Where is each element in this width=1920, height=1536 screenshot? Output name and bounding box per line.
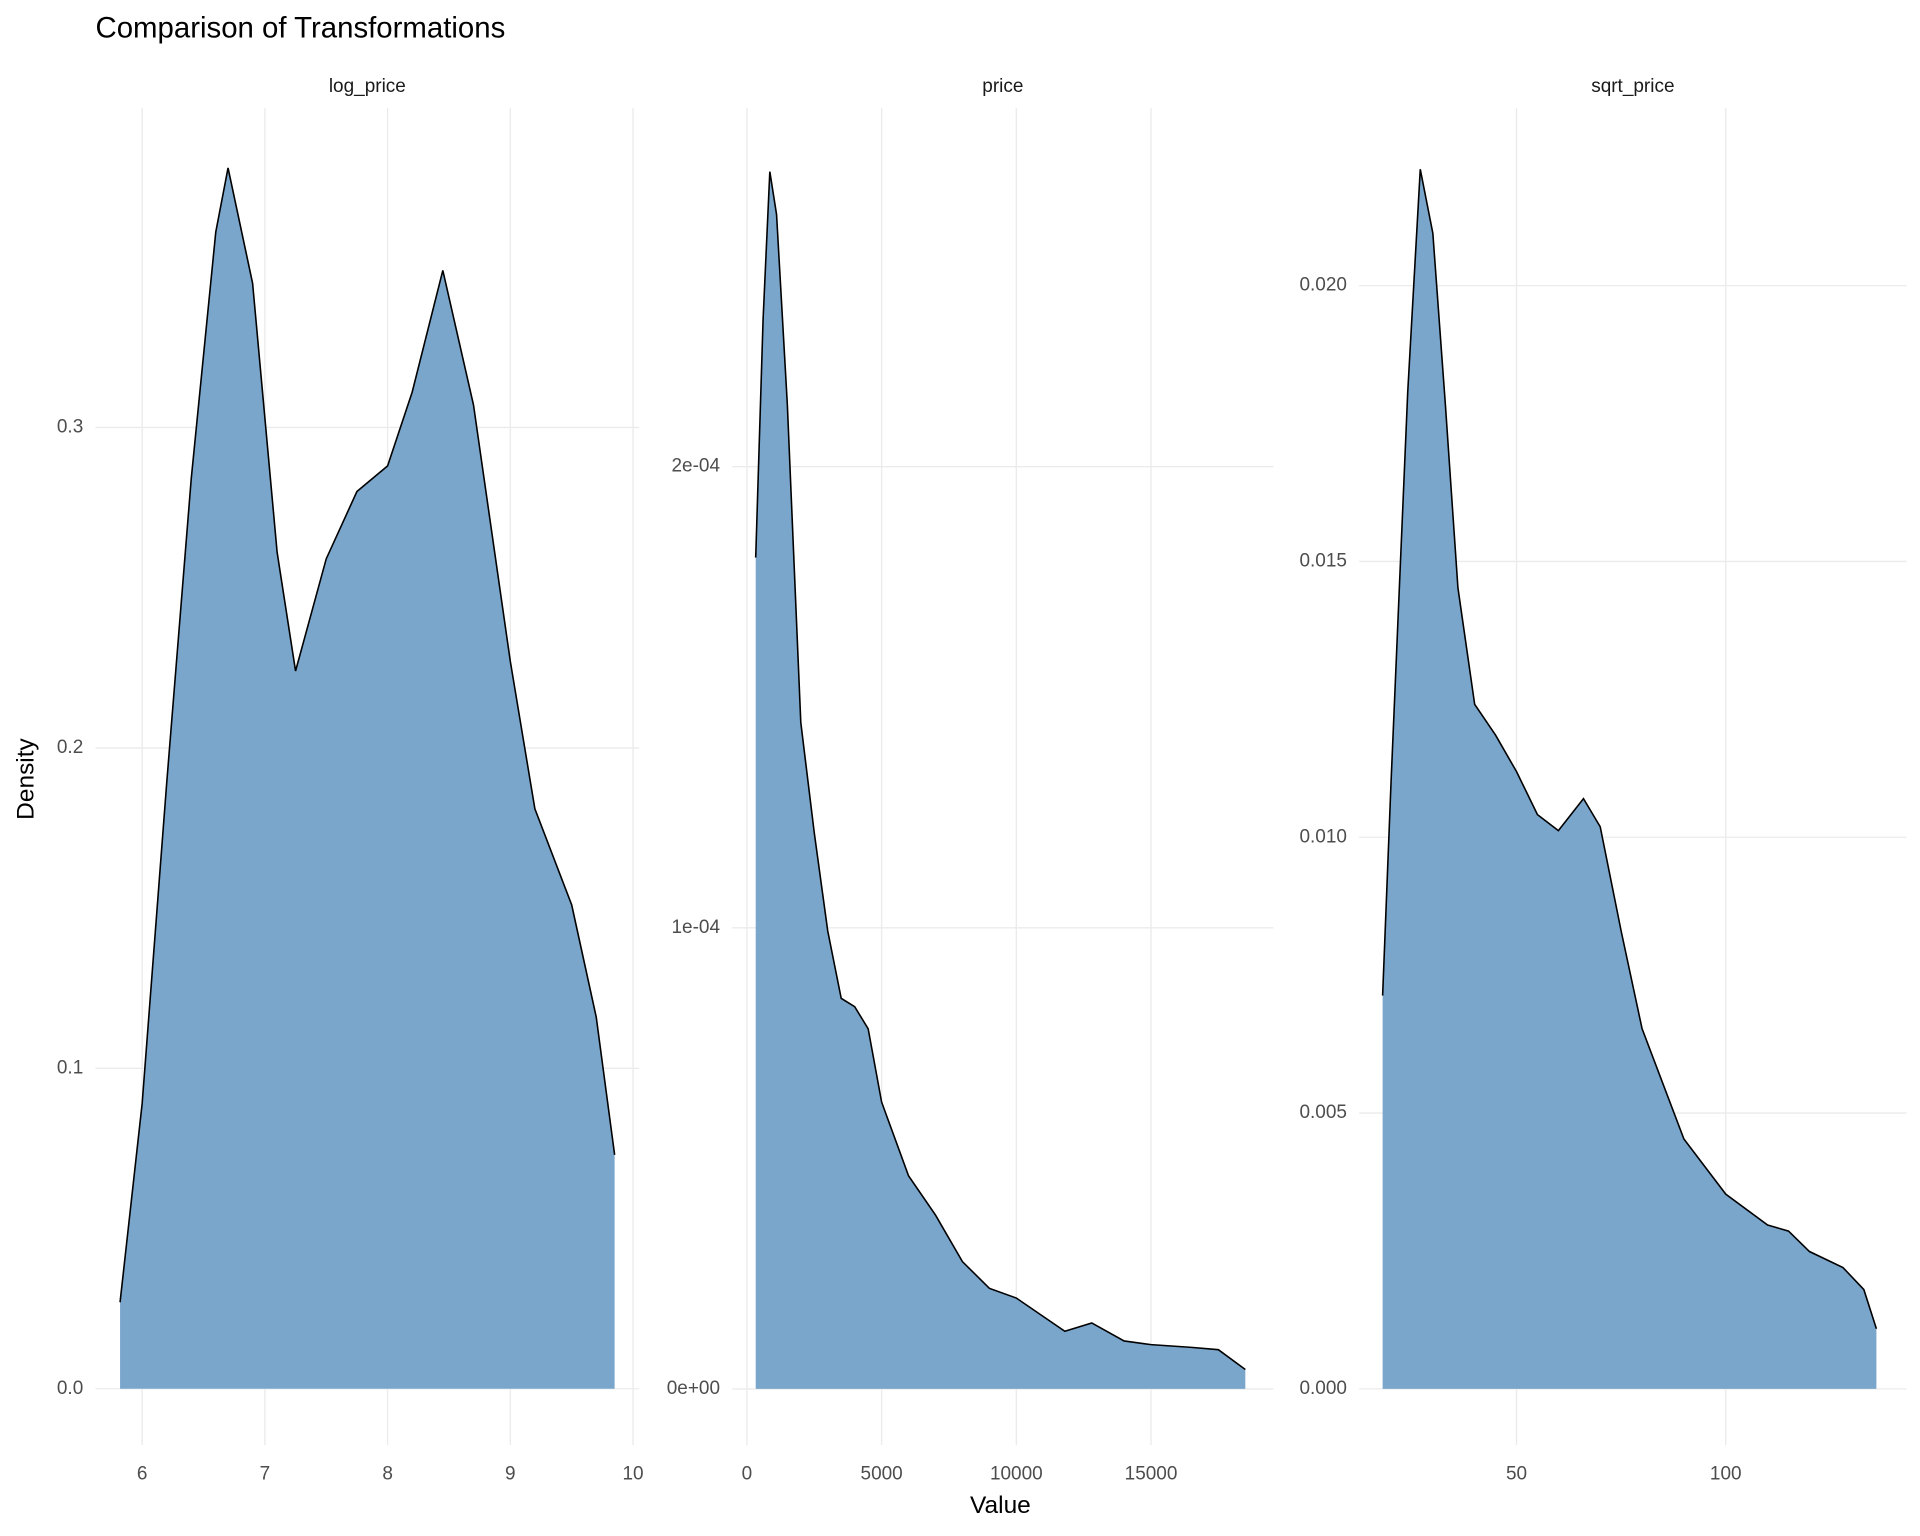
panel-title: price xyxy=(982,76,1023,97)
x-tick-label: 0 xyxy=(742,1464,753,1485)
density-area xyxy=(755,171,1246,1389)
x-tick-label: 7 xyxy=(260,1464,271,1485)
density-line xyxy=(119,167,616,1303)
x-tick-label: 10 xyxy=(622,1464,643,1485)
x-tick-label: 15000 xyxy=(1125,1464,1178,1485)
y-tick-label: 0.000 xyxy=(1299,1378,1346,1399)
panel-title: log_price xyxy=(329,76,406,97)
x-tick-label: 100 xyxy=(1710,1464,1742,1485)
y-tick-label: 0.020 xyxy=(1299,275,1346,296)
y-tick-label: 0.005 xyxy=(1299,1102,1346,1123)
y-tick-label: 0e+00 xyxy=(667,1378,720,1399)
density-area xyxy=(1382,169,1877,1389)
y-tick-label: 0.015 xyxy=(1299,550,1346,571)
y-axis-title: Density xyxy=(12,737,39,819)
chart-title: Comparison of Transformations xyxy=(96,11,506,44)
density-area xyxy=(120,167,615,1389)
x-tick-label: 10000 xyxy=(990,1464,1043,1485)
density-line xyxy=(1381,169,1878,1329)
x-tick-label: 9 xyxy=(505,1464,516,1485)
y-tick-label: 2e-04 xyxy=(671,456,720,477)
x-tick-label: 8 xyxy=(382,1464,393,1485)
panel-title: sqrt_price xyxy=(1591,76,1674,97)
density-line xyxy=(754,171,1246,1371)
y-tick-label: 0.0 xyxy=(57,1378,83,1399)
x-tick-label: 6 xyxy=(137,1464,148,1485)
y-tick-label: 0.2 xyxy=(57,737,83,758)
x-tick-label: 50 xyxy=(1506,1464,1527,1485)
y-tick-label: 0.1 xyxy=(57,1057,83,1078)
x-axis-title: Value xyxy=(970,1492,1031,1519)
y-tick-label: 0.010 xyxy=(1299,826,1346,847)
y-tick-label: 0.3 xyxy=(57,416,83,437)
y-tick-label: 1e-04 xyxy=(671,917,720,938)
x-tick-label: 5000 xyxy=(861,1464,903,1485)
